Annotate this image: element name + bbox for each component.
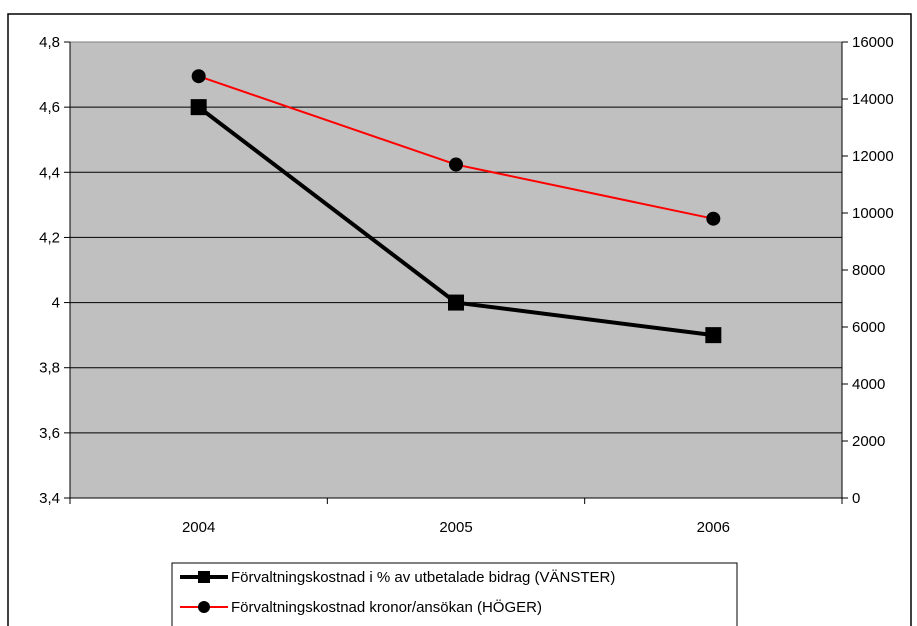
legend-label-right-series: Förvaltningskostnad kronor/ansökan (HÖGE… xyxy=(231,598,542,616)
right-axis-tick-label: 8000 xyxy=(852,262,885,279)
data-point-circle xyxy=(449,157,463,172)
left-axis-tick-label: 4,6 xyxy=(39,99,60,116)
left-axis-tick-label: 4,4 xyxy=(39,164,60,181)
data-point-square xyxy=(448,294,464,311)
legend-marker-circle xyxy=(198,601,210,613)
data-point-square xyxy=(190,99,207,116)
x-axis-tick-label: 2006 xyxy=(697,519,730,536)
legend-label-left-series: Förvaltningskostnad i % av utbetalade bi… xyxy=(231,569,615,586)
right-axis-tick-label: 10000 xyxy=(852,205,894,222)
plot-area xyxy=(69,41,843,499)
left-axis-tick-label: 3,8 xyxy=(39,360,60,377)
axes: 3,4 3,6 3,8 4 4,2 4,4 4,6 4,8 0 2000 4000 6000 8000 1… xyxy=(39,34,894,536)
data-point-circle xyxy=(706,211,721,226)
right-axis-tick-label: 6000 xyxy=(852,319,885,336)
legend-marker-square xyxy=(198,571,210,583)
left-axis-tick-label: 4,8 xyxy=(39,34,60,51)
right-axis-tick-label: 0 xyxy=(852,490,860,507)
x-axis-tick-label: 2005 xyxy=(439,519,472,536)
right-axis-tick-label: 4000 xyxy=(852,376,885,393)
x-axis-tick-label: 2004 xyxy=(182,519,215,536)
right-axis-tick-label: 16000 xyxy=(852,34,894,51)
legend: Förvaltningskostnad i % av utbetalade bi… xyxy=(171,562,738,626)
legend-box xyxy=(171,562,738,626)
left-axis-tick-label: 4,2 xyxy=(39,229,60,246)
data-point-circle xyxy=(191,69,206,84)
legend-item-left-series: Förvaltningskostnad i % av utbetalade bi… xyxy=(180,569,615,586)
right-axis-tick-label: 2000 xyxy=(852,433,885,450)
left-axis-tick-label: 3,6 xyxy=(39,425,60,442)
left-axis-tick-label: 4 xyxy=(52,295,60,312)
series-layer xyxy=(190,69,722,344)
right-axis-tick-label: 12000 xyxy=(852,148,894,165)
legend-item-right-series: Förvaltningskostnad kronor/ansökan (HÖGE… xyxy=(180,598,542,616)
left-axis-tick-label: 3,4 xyxy=(39,490,60,507)
right-axis-tick-label: 14000 xyxy=(852,91,894,108)
data-point-square xyxy=(705,327,722,344)
